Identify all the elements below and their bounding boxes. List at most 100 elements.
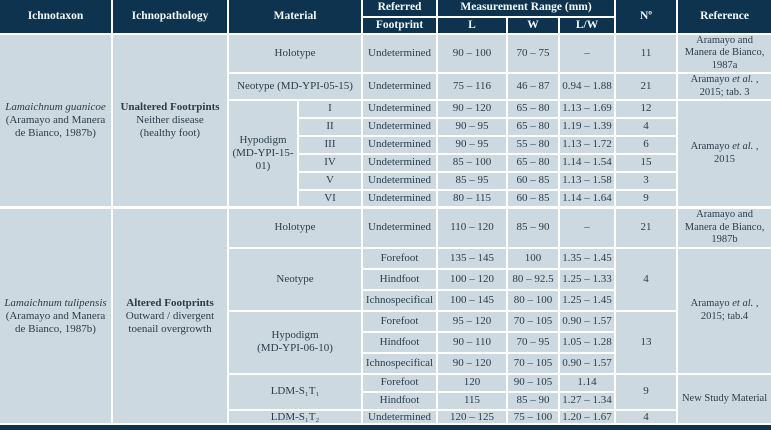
cell-l: 90 – 110 [436,330,509,354]
row-g2-neotype-1: Neotype Forefoot 135 – 145 100 1.35 – 1.… [0,246,771,375]
header-referred: Referred [361,0,439,18]
cell-lw: 1.14 [558,372,617,393]
cell-footprint: Ichnospecifical [361,351,439,375]
cell-n: 6 [614,134,679,155]
cell-sub: I [296,98,364,119]
row-g2-neotype-3: Ichnospecifical 100 – 145 80 – 100 1.25 … [0,288,771,312]
cell-l: 85 – 95 [436,170,509,191]
cell-n: 9 [614,372,679,411]
header-row-1: Ichnotaxon Ichnopathology Material Refer… [0,0,771,35]
cell-footprint: Undetermined [361,408,439,426]
taxon-citation: (Aramayo and Manera de Bianco, 1987b) [5,309,106,335]
cell-w: 60 – 85 [506,170,561,191]
cell-lw: 1.13 – 1.72 [558,134,617,155]
header-ichnopathology: Ichnopathology [111,0,229,35]
pathology-line1: Outward / divergent [125,309,215,322]
cell-sub: II [296,116,364,137]
cell-ref: Aramayo and Manera de Bianco, 1987a [676,32,771,75]
cell-w: 80 – 92.5 [506,267,561,291]
cell-w: 46 – 87 [506,72,561,101]
header-measurement-range: Measurement Range (mm) [436,0,617,18]
cell-lw: 1.20 – 1.67 [558,408,617,426]
cell-l: 90 – 120 [436,351,509,375]
cell-n: 21 [614,206,679,249]
cell-material-ldm1: LDM-S₁T₁ [226,372,364,411]
cell-ref: Aramayo and Manera de Bianco, 1987b [676,206,771,249]
cell-n: 11 [614,32,679,75]
row-g1-neotype: Neotype (MD-YPI-05-15) Undetermined 75 –… [0,72,771,101]
table-header: Ichnotaxon Ichnopathology Material Refer… [0,0,771,35]
cell-w: 65 – 80 [506,98,561,119]
row-g2-neotype-2: Hindfoot 100 – 120 80 – 92.5 1.25 – 1.33 [0,267,771,291]
cell-footprint: Forefoot [361,246,439,270]
cell-w: 80 – 100 [506,288,561,312]
header-length-width: L/W [558,17,617,35]
cell-sub: V [296,170,364,191]
cell-ichnotaxon-g2: Lamaichnum tulipensis (Aramayo and Maner… [0,206,113,426]
cell-l: 90 – 120 [436,98,509,119]
cell-sub: III [296,134,364,155]
row-g1-hypodigm-6: VI Undetermined 80 – 115 60 – 85 1.14 – … [0,188,771,209]
cell-n: 9 [614,188,679,209]
cell-l: 90 – 95 [436,116,509,137]
cell-ichnotaxon-g1: Lamaichnum guanicoe (Aramayo and Manera … [0,33,113,209]
cell-l: 80 – 115 [436,188,509,209]
cell-w: 100 [506,246,561,270]
cell-material-hypodigm: Hypodigm (MD-YPI-15-01) [227,98,299,209]
header-ichnotaxon: Ichnotaxon [0,0,113,35]
cell-lw: 1.35 – 1.45 [558,246,617,270]
hypodigm-id: (MD-YPI-06-10) [257,342,333,354]
row-g1-hypodigm-3: III Undetermined 90 – 95 55 – 80 1.13 – … [0,134,771,155]
cell-footprint: Undetermined [361,134,439,155]
cell-n: 13 [614,309,679,375]
header-reference: Reference [676,0,771,35]
cell-footprint: Undetermined [361,206,439,249]
cell-l: 115 [436,390,509,411]
cell-lw: – [558,32,617,75]
cell-footprint: Hindfoot [361,330,439,354]
header-footprint: Footprint [361,17,439,35]
cell-w: 60 – 85 [506,188,561,209]
table-bottom-rule [0,425,771,430]
cell-footprint: Undetermined [361,152,439,173]
cell-lw: 1.13 – 1.58 [558,170,617,191]
cell-w: 55 – 80 [506,134,561,155]
row-g2-hypodigm-2: Hindfoot 90 – 110 70 – 95 1.05 – 1.28 [0,330,771,354]
cell-w: 65 – 80 [506,152,561,173]
cell-w: 70 – 105 [506,351,561,375]
cell-footprint: Forefoot [361,309,439,333]
taxon-name: Lamaichnum guanicoe [5,101,106,114]
cell-footprint: Undetermined [361,188,439,209]
cell-ichnopathology-g1: Unaltered Footrpints Neither disease (he… [111,33,229,209]
cell-w: 70 – 95 [506,330,561,354]
cell-lw: 1.14 – 1.54 [558,152,617,173]
cell-ichnopathology-g2: Altered Footprints Outward / divergent t… [111,206,229,426]
cell-n: 12 [614,98,679,119]
pathology-line2: toenail overgrowth [128,322,212,335]
row-g1-hypodigm-2: II Undetermined 90 – 95 65 – 80 1.19 – 1… [0,116,771,137]
cell-l: 120 [436,372,509,393]
cell-n: 21 [614,72,679,101]
cell-w: 65 – 80 [506,116,561,137]
header-width: W [506,17,561,35]
cell-footprint: Undetermined [361,98,439,119]
cell-footprint: Undetermined [361,32,439,75]
cell-w: 85 – 90 [506,390,561,411]
cell-l: 110 – 120 [436,206,509,249]
row-g2-holotype: Lamaichnum tulipensis (Aramayo and Maner… [0,206,771,426]
cell-l: 95 – 120 [436,309,509,333]
cell-l: 100 – 120 [436,267,509,291]
cell-lw: 0.90 – 1.57 [558,309,617,333]
cell-w: 75 – 100 [506,408,561,426]
hypodigm-id: (MD-YPI-15-01) [232,147,294,173]
row-g1-hypodigm-5: V Undetermined 85 – 95 60 – 85 1.13 – 1.… [0,170,771,191]
pathology-title: Altered Footprints [126,296,214,309]
cell-l: 100 – 145 [436,288,509,312]
pathology-line1: Neither disease [136,114,204,127]
cell-material: Holotype [226,206,364,249]
cell-n: 4 [614,246,679,312]
cell-ref: Aramayo et al. , 2015 [676,98,771,209]
cell-material: Neotype (MD-YPI-05-15) [226,72,364,101]
row-g1-hypodigm-1: Hypodigm (MD-YPI-15-01) I Undetermined 9… [0,98,771,209]
